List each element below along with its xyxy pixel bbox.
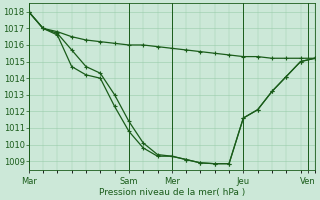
X-axis label: Pression niveau de la mer( hPa ): Pression niveau de la mer( hPa ) [99, 188, 245, 197]
